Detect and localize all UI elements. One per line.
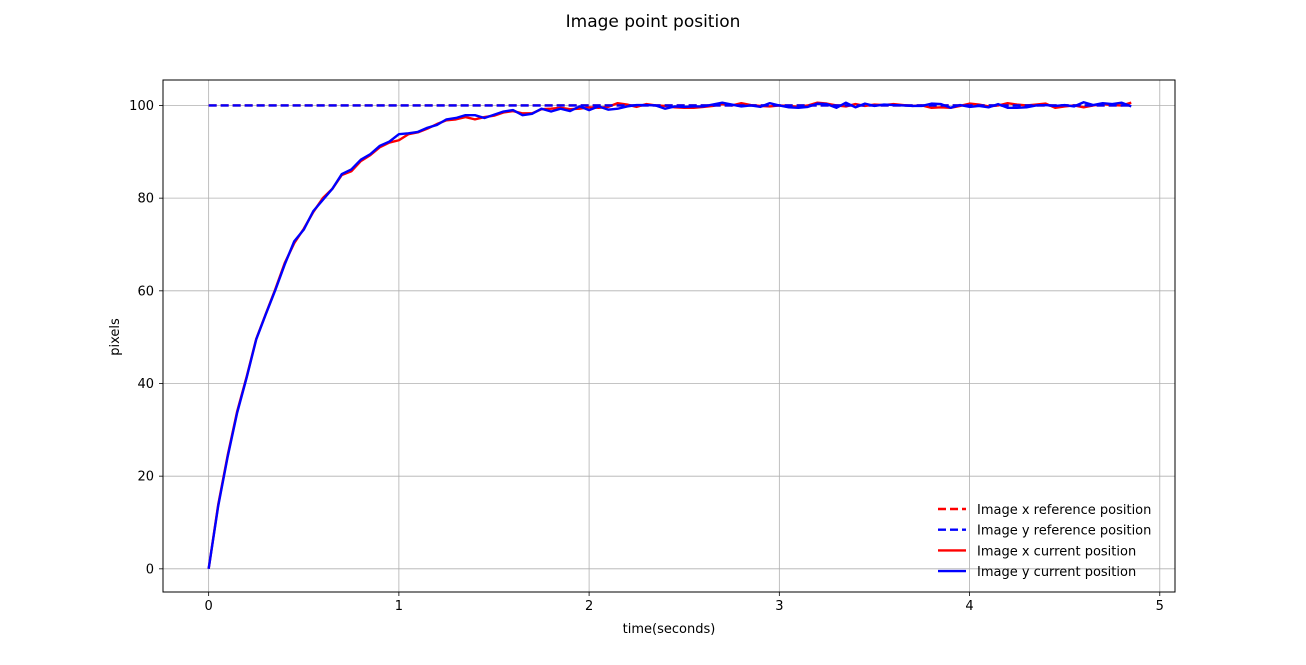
plot-frame — [162, 79, 1176, 593]
x-tick-label: 5 — [1156, 599, 1164, 614]
legend-label: Image x current position — [977, 544, 1136, 559]
legend: Image x reference position Image y refere… — [938, 503, 1151, 580]
y-tick-label: 40 — [137, 377, 154, 392]
x-tick-label: 2 — [585, 599, 593, 614]
chart-title: Image point position — [566, 12, 741, 32]
x-tick-label: 4 — [965, 599, 973, 614]
y-tick-label: 80 — [137, 192, 154, 207]
legend-label: Image y reference position — [977, 524, 1151, 539]
x-axis-label: time(seconds) — [623, 622, 716, 637]
legend-label: Image y current position — [977, 565, 1136, 580]
ticks: 0 1 2 3 4 5 0 20 40 60 80 100 — [129, 99, 1164, 614]
series-line-3 — [207, 101, 1132, 570]
y-tick-label: 100 — [129, 99, 154, 114]
x-tick-label: 3 — [775, 599, 783, 614]
plot-lines — [207, 101, 1132, 570]
y-tick-label: 20 — [137, 470, 154, 485]
legend-label: Image x reference position — [977, 503, 1151, 518]
x-tick-label: 0 — [205, 599, 213, 614]
y-tick-label: 60 — [137, 284, 154, 299]
y-axis-label: pixels — [108, 318, 123, 356]
x-tick-label: 1 — [395, 599, 403, 614]
y-tick-label: 0 — [146, 562, 154, 577]
